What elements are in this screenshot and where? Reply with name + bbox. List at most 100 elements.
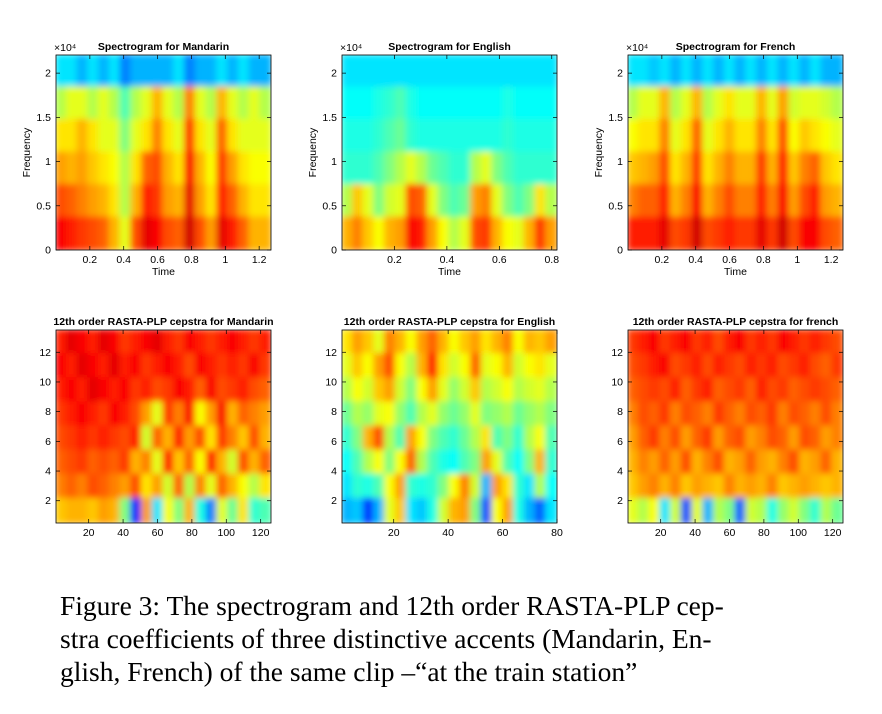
heatmap-cell xyxy=(162,449,176,476)
heatmap-cell xyxy=(756,216,769,250)
heatmap-6 xyxy=(628,330,843,523)
heatmap-cell xyxy=(788,86,801,121)
heatmap-cell xyxy=(362,55,376,89)
heatmap-cell xyxy=(809,216,823,250)
heatmap-cell xyxy=(545,330,557,356)
heatmap-cell xyxy=(799,473,812,500)
heatmap-cell xyxy=(184,330,197,356)
heatmap-cell xyxy=(56,377,68,404)
heatmap-cell xyxy=(534,473,548,500)
heatmap-cell xyxy=(65,425,79,452)
heatmap-cell xyxy=(788,473,801,500)
heatmap-cell xyxy=(216,353,229,380)
heatmap-cell xyxy=(162,353,176,380)
heatmap-cell xyxy=(534,55,548,89)
heatmap-cell xyxy=(184,473,197,500)
heatmap-cell xyxy=(648,425,662,452)
heatmap-cell xyxy=(502,473,515,500)
heatmap-cell xyxy=(76,86,90,121)
heatmap-cell xyxy=(405,119,419,154)
heatmap-cell xyxy=(480,151,494,186)
heatmap-cell xyxy=(216,497,229,523)
heatmap-cell xyxy=(637,497,651,523)
heatmap-cell xyxy=(394,330,408,356)
heatmap-cell xyxy=(723,151,737,186)
heatmap-cell xyxy=(65,473,79,500)
heatmap-cell xyxy=(427,401,440,428)
heatmap-cell xyxy=(405,449,419,476)
heatmap-cell xyxy=(173,119,186,154)
heatmap-cell xyxy=(227,184,240,219)
heatmap-cell xyxy=(362,377,376,404)
heatmap-cell xyxy=(98,151,111,186)
heatmap-cell xyxy=(691,497,705,523)
heatmap-cell xyxy=(799,151,812,186)
heatmap-cell xyxy=(437,330,451,356)
heatmap-cell xyxy=(691,377,705,404)
heatmap-cell xyxy=(766,449,780,476)
heatmap-cell xyxy=(248,330,262,356)
x-tick-label: 60 xyxy=(152,527,164,539)
panel-title: Spectrogram for French xyxy=(676,41,796,53)
heatmap-cell xyxy=(119,330,133,356)
heatmap-cell xyxy=(523,401,537,428)
heatmap-cell xyxy=(227,86,240,121)
heatmap-cell xyxy=(777,86,791,121)
heatmap-cell xyxy=(480,473,494,500)
heatmap-cell xyxy=(394,401,408,428)
heatmap-cell xyxy=(659,425,672,452)
x-tick-label: 20 xyxy=(83,527,95,539)
heatmap-cell xyxy=(351,184,365,219)
heatmap-cell xyxy=(628,184,640,219)
heatmap-cell xyxy=(416,86,429,121)
heatmap-cell xyxy=(216,86,229,121)
heatmap-cell xyxy=(702,55,715,89)
heatmap-cell xyxy=(459,425,472,452)
heatmap-cell xyxy=(87,86,100,121)
heatmap-cell xyxy=(216,473,229,500)
heatmap-cell xyxy=(745,184,758,219)
heatmap-cell xyxy=(351,151,365,186)
heatmap-cell xyxy=(130,449,143,476)
heatmap-cell xyxy=(637,401,651,428)
heatmap-cell xyxy=(448,473,462,500)
heatmap-cell xyxy=(470,473,483,500)
heatmap-cell xyxy=(351,86,365,121)
heatmap-cell xyxy=(87,401,100,428)
y-axis-label: Frequency xyxy=(593,127,605,177)
heatmap-cell xyxy=(56,473,68,500)
x-tick-label: 0.2 xyxy=(83,254,98,266)
heatmap-cell xyxy=(427,119,440,154)
heatmap-cell xyxy=(342,184,354,219)
heatmap-cell xyxy=(259,151,271,186)
heatmap-cell xyxy=(248,216,262,250)
heatmap-cell xyxy=(437,353,451,380)
heatmap-cell xyxy=(184,151,197,186)
heatmap-cell xyxy=(788,353,801,380)
heatmap-cell xyxy=(98,401,111,428)
heatmap-cell xyxy=(342,55,354,89)
x-tick-label: 0.8 xyxy=(544,254,559,266)
heatmap-cell xyxy=(227,449,240,476)
heatmap-cell xyxy=(141,184,154,219)
heatmap-cell xyxy=(362,473,376,500)
heatmap-cell xyxy=(141,497,154,523)
heatmap-cell xyxy=(162,151,176,186)
heatmap-cell xyxy=(173,184,186,219)
heatmap-cell xyxy=(151,449,165,476)
heatmap-cell xyxy=(680,353,694,380)
heatmap-cell xyxy=(502,401,515,428)
heatmap-cell xyxy=(416,401,429,428)
heatmap-cell xyxy=(87,119,100,154)
heatmap-cell xyxy=(427,377,440,404)
heatmap-cell xyxy=(491,119,505,154)
heatmap-cell xyxy=(648,55,662,89)
heatmap-cell xyxy=(184,401,197,428)
heatmap-cell xyxy=(702,425,715,452)
heatmap-cell xyxy=(766,473,780,500)
heatmap-1 xyxy=(56,55,271,250)
caption-line-1: Figure 3: The spectrogram and 12th order… xyxy=(60,590,724,621)
heatmap-cell xyxy=(680,216,694,250)
heatmap-cell xyxy=(384,119,397,154)
heatmap-cell xyxy=(437,377,451,404)
